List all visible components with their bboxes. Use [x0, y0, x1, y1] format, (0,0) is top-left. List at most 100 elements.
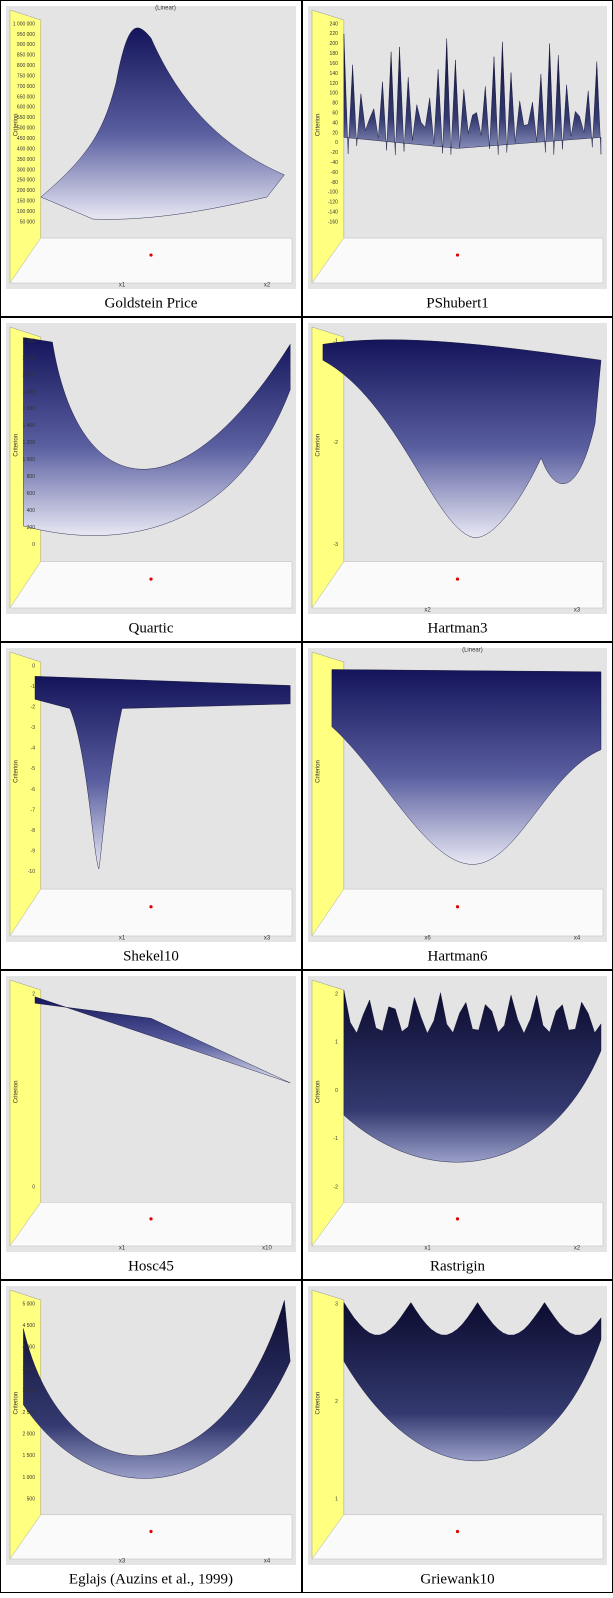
caption: Rastrigin: [430, 1258, 485, 1274]
z-tick-label: 200: [330, 41, 339, 47]
z-tick-label: -3: [333, 542, 338, 548]
plot-floor: [10, 562, 292, 608]
z-tick-label: -5: [31, 766, 36, 772]
z-tick-label: 3 000: [22, 1388, 35, 1394]
figure-table: 1 000 000950 000900 000850 000800 000750…: [0, 0, 613, 1593]
z-tick-label: 80: [332, 101, 338, 107]
plot-floor: [312, 562, 603, 608]
plot-wall: [312, 980, 344, 1246]
plot-floor: [312, 889, 603, 936]
z-axis-label: Criterion: [14, 760, 20, 783]
axis-label: x1: [119, 1246, 126, 1252]
figure-cell: 5 0004 5004 0003 5003 0002 5002 0001 500…: [1, 1281, 302, 1593]
z-tick-label: 4 000: [22, 1345, 35, 1351]
axis-label: x3: [264, 936, 271, 942]
z-axis-label: Criterion: [316, 1081, 322, 1104]
z-axis-label: Criterion: [316, 760, 322, 783]
optimum-marker: [149, 577, 152, 580]
scale-note: (Linear): [155, 6, 176, 12]
z-tick-label: 600 000: [17, 105, 35, 111]
z-tick-label: 500 000: [17, 126, 35, 132]
z-tick-label: -7: [31, 807, 36, 813]
z-tick-label: 5 000: [22, 1301, 35, 1307]
z-tick-label: 350 000: [17, 157, 35, 163]
z-tick-label: -1: [333, 1136, 338, 1142]
figure-cell: 321CriterionGriewank10: [303, 1281, 613, 1593]
optimum-marker: [456, 905, 459, 908]
axis-label: x1: [424, 1246, 431, 1252]
optimum-marker: [456, 577, 459, 580]
caption: Hosc45: [128, 1258, 174, 1274]
z-tick-label: -9: [31, 849, 36, 855]
z-tick-label: 2 000: [22, 372, 35, 378]
z-tick-label: 240: [330, 21, 339, 27]
caption: Hartman3: [428, 620, 488, 636]
z-tick-label: -1: [31, 684, 36, 690]
optimum-marker: [456, 253, 459, 256]
z-tick-label: 300 000: [17, 167, 35, 173]
z-tick-label: 160: [330, 61, 339, 67]
axis-label: x1: [119, 283, 126, 289]
plot-wall: [312, 1290, 344, 1559]
plot-wall: [312, 10, 344, 283]
z-tick-label: 200 000: [17, 188, 35, 194]
z-tick-label: -160: [328, 219, 338, 225]
z-axis-label: Criterion: [316, 1392, 322, 1415]
optimum-marker: [456, 1530, 459, 1533]
z-tick-label: 50 000: [20, 219, 36, 225]
z-tick-label: 150 000: [17, 199, 35, 205]
axis-label: x4: [264, 1559, 271, 1565]
z-axis-label: Criterion: [14, 114, 20, 137]
plot-floor: [10, 889, 292, 936]
z-tick-label: 2 000: [22, 1432, 35, 1438]
z-tick-label: -2: [333, 1185, 338, 1191]
plot-floor: [10, 1515, 292, 1559]
z-tick-label: -3: [31, 725, 36, 731]
figure-cell: 20Criterionx1x10Hosc45: [1, 971, 302, 1280]
z-tick-label: 400: [27, 508, 36, 514]
z-tick-label: 1 600: [22, 406, 35, 412]
z-tick-label: -80: [331, 180, 338, 186]
z-tick-label: 2 500: [22, 1410, 35, 1416]
z-tick-label: 1: [335, 1040, 338, 1046]
z-tick-label: 120: [330, 81, 339, 87]
z-tick-label: -8: [31, 828, 36, 834]
plot-floor: [312, 1515, 603, 1559]
caption: PShubert1: [426, 295, 489, 311]
z-tick-label: -40: [331, 160, 338, 166]
page: 1 000 000950 000900 000850 000800 000750…: [0, 0, 613, 1598]
axis-label: x3: [574, 608, 581, 614]
z-tick-label: 750 000: [17, 73, 35, 79]
axis-label: x6: [424, 936, 431, 942]
z-tick-label: -4: [31, 746, 36, 752]
z-tick-label: 1 500: [22, 1453, 35, 1459]
z-tick-label: -20: [331, 150, 338, 156]
z-axis-label: Criterion: [14, 1392, 20, 1415]
scale-note: (Linear): [462, 648, 483, 654]
caption: Goldstein Price: [105, 295, 198, 311]
axis-label: x4: [574, 936, 581, 942]
z-tick-label: 950 000: [17, 32, 35, 38]
z-tick-label: 2: [335, 991, 338, 997]
z-tick-label: 2 400: [22, 338, 35, 344]
plot-floor: [10, 238, 292, 283]
z-tick-label: 600: [27, 491, 36, 497]
z-tick-label: 2: [335, 1399, 338, 1405]
z-tick-label: 60: [332, 110, 338, 116]
z-axis-label: Criterion: [14, 434, 20, 457]
figure-cell: 240220200180160140120100806040200-20-40-…: [303, 1, 613, 317]
caption: Griewank10: [420, 1571, 494, 1587]
z-tick-label: 850 000: [17, 53, 35, 59]
z-tick-label: 1 800: [22, 389, 35, 395]
z-tick-label: 2 200: [22, 355, 35, 361]
optimum-marker: [149, 1530, 152, 1533]
z-tick-label: -2: [333, 440, 338, 446]
z-tick-label: 220: [330, 31, 339, 37]
z-tick-label: -60: [331, 170, 338, 176]
z-tick-label: 0: [32, 663, 35, 669]
axis-label: x2: [424, 608, 431, 614]
z-tick-label: -6: [31, 787, 36, 793]
axis-label: x10: [262, 1246, 272, 1252]
